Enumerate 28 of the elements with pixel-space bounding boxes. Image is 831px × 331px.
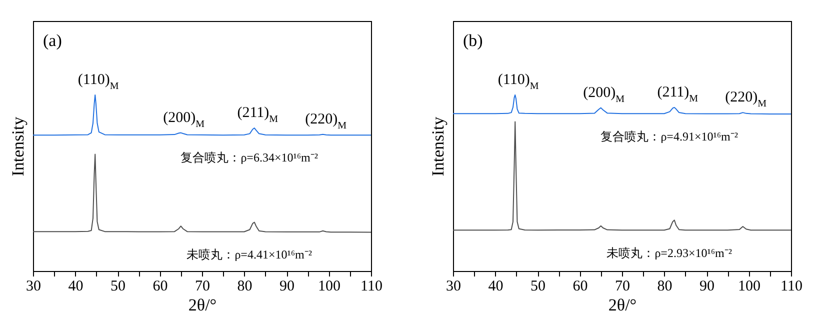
x-tick-label: 90 bbox=[280, 278, 294, 294]
series-label: 未喷丸：ρ=4.41×10¹⁶m⁻² bbox=[186, 248, 312, 262]
x-tick-label: 40 bbox=[488, 278, 504, 294]
x-tick-label: 80 bbox=[237, 278, 252, 294]
x-tick-label: 50 bbox=[530, 278, 546, 294]
x-tick-label: 30 bbox=[26, 278, 41, 294]
x-tick-label: 110 bbox=[780, 278, 802, 294]
chart-title: (a) bbox=[43, 31, 62, 50]
x-tick-label: 60 bbox=[152, 278, 168, 294]
x-tick-label: 70 bbox=[615, 278, 630, 294]
x-axis-title: 2θ/° bbox=[188, 296, 217, 314]
series-label: 复合喷丸：ρ=4.91×10¹⁶m⁻² bbox=[600, 129, 738, 144]
x-tick-label: 40 bbox=[68, 278, 84, 294]
x-tick-label: 50 bbox=[110, 278, 126, 294]
series-label: 未喷丸：ρ=2.93×10¹⁶m⁻² bbox=[606, 246, 732, 260]
x-tick-label: 60 bbox=[572, 278, 588, 294]
x-tick-label: 80 bbox=[657, 278, 672, 294]
x-tick-label: 110 bbox=[360, 278, 382, 294]
chart-title: (b) bbox=[463, 31, 483, 50]
series-label: 复合喷丸：ρ=6.34×10¹⁶m⁻² bbox=[180, 150, 318, 165]
x-tick-label: 100 bbox=[738, 278, 760, 294]
x-tick-label: 30 bbox=[446, 278, 461, 294]
x-axis-title: 2θ/° bbox=[608, 296, 637, 314]
x-tick-label: 100 bbox=[318, 278, 340, 294]
x-tick-label: 90 bbox=[700, 278, 714, 294]
x-tick-label: 70 bbox=[195, 278, 210, 294]
y-axis-title: Intensity bbox=[8, 116, 28, 176]
y-axis-title: Intensity bbox=[428, 116, 448, 176]
